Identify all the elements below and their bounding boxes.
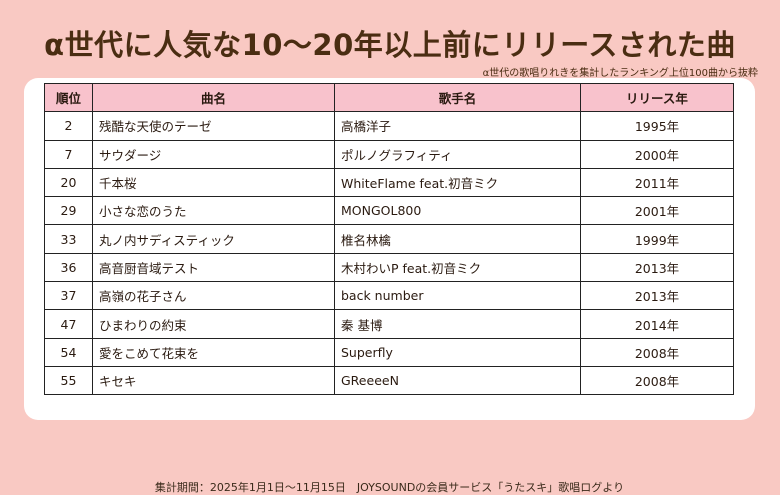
cell-artist: WhiteFlame feat.初音ミク bbox=[334, 167, 581, 198]
cell-song: 残酷な天使のテーゼ bbox=[92, 111, 335, 141]
cell-rank: 20 bbox=[44, 167, 93, 198]
cell-song: 高音厨音域テスト bbox=[92, 252, 335, 283]
cell-year: 2014年 bbox=[580, 309, 734, 339]
table-row: 55 キセキ GReeeeN 2008年 bbox=[44, 365, 734, 396]
page-subtitle: α世代の歌唱りれきを集計したランキング上位100曲から抜粋 bbox=[482, 68, 758, 79]
cell-rank: 55 bbox=[44, 365, 93, 396]
cell-rank: 37 bbox=[44, 281, 93, 311]
table-row: 7 サウダージ ポルノグラフィティ 2000年 bbox=[44, 139, 734, 169]
cell-rank: 29 bbox=[44, 196, 93, 226]
cell-year: 1995年 bbox=[580, 111, 734, 141]
cell-year: 2000年 bbox=[580, 139, 734, 169]
cell-song: 丸ノ内サディスティック bbox=[92, 224, 335, 254]
table-header-row: 順位 曲名 歌手名 リリース年 bbox=[44, 82, 734, 113]
cell-year: 2011年 bbox=[580, 167, 734, 198]
cell-song: ひまわりの約束 bbox=[92, 309, 335, 339]
column-header-song: 曲名 bbox=[92, 82, 335, 113]
cell-rank: 47 bbox=[44, 309, 93, 339]
ranking-table: 順位 曲名 歌手名 リリース年 2 残酷な天使のテーゼ 高橋洋子 1995年 7 サウダー… bbox=[44, 82, 734, 396]
table-row: 37 高嶺の花子さん back number 2013年 bbox=[44, 281, 734, 311]
table-row: 33 丸ノ内サディスティック 椎名林檎 1999年 bbox=[44, 224, 734, 254]
cell-artist: Superfly bbox=[334, 337, 581, 367]
cell-song: サウダージ bbox=[92, 139, 335, 169]
cell-year: 2013年 bbox=[580, 281, 734, 311]
cell-artist: 秦 基博 bbox=[334, 309, 581, 339]
cell-song: 小さな恋のうた bbox=[92, 196, 335, 226]
table-row: 54 愛をこめて花束を Superfly 2008年 bbox=[44, 337, 734, 367]
cell-artist: back number bbox=[334, 281, 581, 311]
table-row: 2 残酷な天使のテーゼ 高橋洋子 1995年 bbox=[44, 111, 734, 141]
page-title: α世代に人気な10〜20年以上前にリリースされた曲 bbox=[44, 28, 736, 62]
cell-year: 2008年 bbox=[580, 365, 734, 396]
table-row: 36 高音厨音域テスト 木村わいP feat.初音ミク 2013年 bbox=[44, 252, 734, 283]
cell-rank: 33 bbox=[44, 224, 93, 254]
cell-artist: 椎名林檎 bbox=[334, 224, 581, 254]
cell-rank: 7 bbox=[44, 139, 93, 169]
column-header-artist: 歌手名 bbox=[334, 82, 581, 113]
cell-artist: GReeeeN bbox=[334, 365, 581, 396]
cell-rank: 36 bbox=[44, 252, 93, 283]
source-note: 集計期間：2025年1月1日〜11月15日 JOYSOUNDの会員サービス「うた… bbox=[154, 481, 625, 494]
cell-year: 2008年 bbox=[580, 337, 734, 367]
cell-rank: 54 bbox=[44, 337, 93, 367]
table-row: 47 ひまわりの約束秦 基博 2014年 bbox=[44, 309, 734, 339]
cell-artist: 木村わいP feat.初音ミク bbox=[334, 252, 581, 283]
cell-year: 1999年 bbox=[580, 224, 734, 254]
cell-year: 2001年 bbox=[580, 196, 734, 226]
cell-song: 千本桜 bbox=[92, 167, 335, 198]
cell-song: 高嶺の花子さん bbox=[92, 281, 335, 311]
cell-artist: MONGOL800 bbox=[334, 196, 581, 226]
cell-rank: 2 bbox=[44, 111, 93, 141]
table-row: 29 小さな恋のうた MONGOL800 2001年 bbox=[44, 196, 734, 226]
column-header-rank: 順位 bbox=[44, 82, 93, 113]
cell-artist: 高橋洋子 bbox=[334, 111, 581, 141]
column-header-year: リリース年 bbox=[580, 82, 734, 113]
cell-song: キセキ bbox=[92, 365, 335, 396]
cell-song: 愛をこめて花束を bbox=[92, 337, 335, 367]
cell-artist: ポルノグラフィティ bbox=[334, 139, 581, 169]
ranking-card: 順位 曲名 歌手名 リリース年 2 残酷な天使のテーゼ 高橋洋子 1995年 7 サウダー… bbox=[24, 78, 755, 494]
cell-year: 2013年 bbox=[580, 252, 734, 283]
table-row: 20 千本桜 WhiteFlame feat.初音ミク 2011年 bbox=[44, 167, 734, 198]
